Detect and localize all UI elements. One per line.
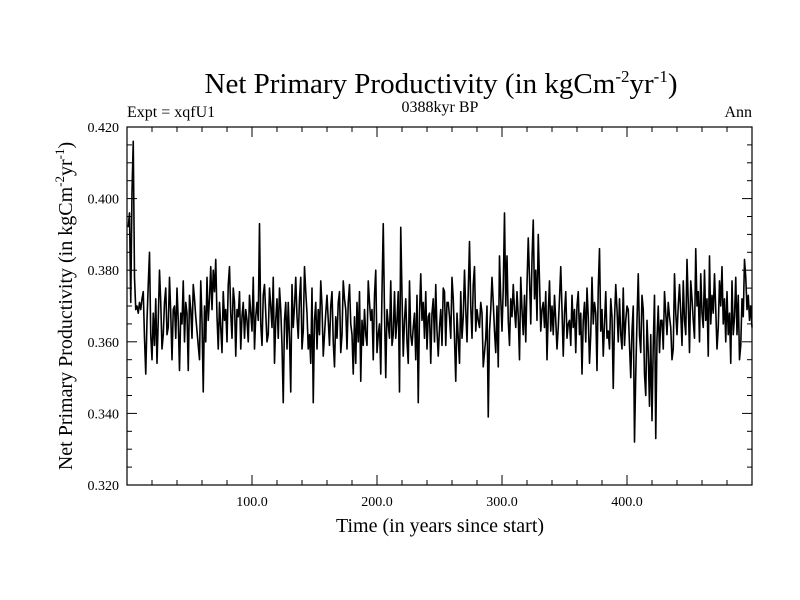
y-tick-label: 0.420 — [88, 121, 120, 136]
y-tick-label: 0.320 — [88, 479, 120, 494]
x-tick-label: 100.0 — [236, 495, 268, 510]
axis-ticks — [127, 127, 752, 485]
period-label: 0388kyr BP — [402, 99, 479, 116]
chart-title: Net Primary Productivity (in kgCm-2yr-1) — [205, 67, 678, 100]
x-axis-label: Time (in years since start) — [336, 515, 544, 537]
npp-series-line — [127, 140, 753, 443]
season-label: Ann — [724, 104, 752, 121]
x-tick-label: 200.0 — [361, 495, 393, 510]
axis-tick-labels: 100.0 200.0 300.0 400.0 0.320 0.340 0.360 0.380… — [88, 121, 643, 510]
x-tick-label: 400.0 — [611, 495, 643, 510]
x-tick-label: 300.0 — [486, 495, 518, 510]
y-axis-label: Net Primary Productivity (in kgCm-2yr-1) — [52, 142, 77, 470]
y-tick-label: 0.340 — [88, 407, 120, 422]
y-tick-label: 0.380 — [88, 264, 120, 279]
y-tick-label: 0.360 — [88, 336, 120, 351]
experiment-label: Expt = xqfU1 — [127, 104, 215, 121]
y-tick-label: 0.400 — [88, 193, 120, 208]
